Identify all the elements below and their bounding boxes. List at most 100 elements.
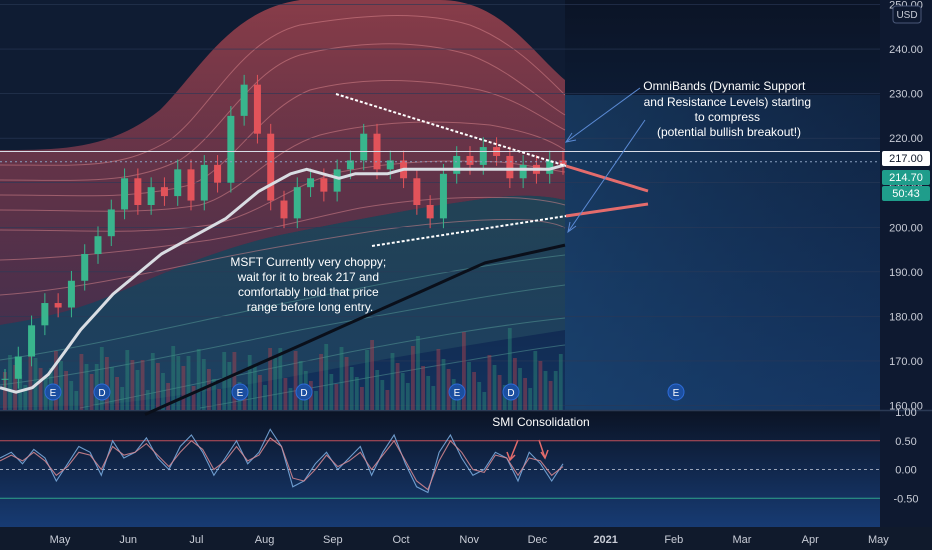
volume-bar (212, 379, 216, 410)
candle (320, 178, 328, 192)
volume-bar (247, 355, 252, 410)
last-price-text: 214.70 (889, 172, 923, 184)
earnings-marker-label: E (454, 388, 461, 399)
smi-annotation: SMI Consolidation (492, 415, 589, 429)
volume-bar (28, 348, 33, 410)
candle (94, 236, 102, 255)
volume-bar (360, 387, 364, 410)
volume-bars (3, 328, 563, 410)
future-region (565, 95, 880, 410)
earnings-marker-label: E (237, 388, 244, 399)
candle (506, 155, 514, 179)
triangle-upper-line (335, 93, 567, 167)
candle (1, 378, 9, 380)
osc-axis: 1.00 0.50 0.00 -0.50 (893, 407, 918, 505)
earnings-marker[interactable]: E (44, 383, 62, 401)
volume-bar (38, 368, 43, 410)
volume-bar (533, 351, 538, 410)
volume-bar (54, 351, 58, 410)
msft-line-1: MSFT Currently very choppy; (230, 255, 386, 269)
volume-bar (89, 374, 94, 410)
earnings-marker[interactable]: E (231, 383, 249, 401)
volume-bar (74, 391, 79, 410)
time-tick-label: Oct (392, 534, 409, 546)
osc-series (0, 428, 564, 494)
candle (134, 178, 142, 205)
candle (147, 187, 155, 205)
volume-bar (8, 355, 12, 410)
volume-bar (421, 366, 425, 410)
volume-bar (426, 376, 431, 410)
ma-50-line (0, 163, 566, 394)
volume-bar (487, 355, 492, 410)
candle (240, 84, 248, 116)
time-tick-label: Aug (255, 534, 275, 546)
time-axis: May Jun Jul Aug Sep Oct Nov Dec 2021 Feb Mar Apr May (50, 534, 890, 546)
osc-tick-label: 1.00 (895, 407, 916, 419)
omni-line-4: (potential bullish breakout!) (657, 125, 801, 139)
candle (426, 205, 434, 219)
ma-200-line (144, 243, 566, 416)
triangle-pattern (335, 93, 649, 247)
candle (67, 280, 75, 308)
volume-bar (293, 351, 298, 410)
candle (28, 325, 36, 357)
earnings-marker[interactable]: D (93, 383, 111, 401)
price-tick-label: 180.00 (889, 311, 923, 323)
volume-bar (416, 336, 420, 410)
time-tick-label: May (50, 534, 71, 546)
volume-bar (548, 381, 553, 410)
candle (413, 178, 421, 205)
candle (293, 187, 301, 219)
price-tick-label: 230.00 (889, 89, 923, 101)
last-price-tag: 214.70 50:43 (882, 170, 930, 201)
earnings-marker[interactable]: D (502, 383, 520, 401)
annotation-arrows (564, 87, 646, 234)
main-grid (0, 4, 880, 406)
currency-button[interactable]: USD (892, 5, 922, 24)
osc-tick-label: -0.50 (893, 493, 918, 505)
omniband-inner-area (0, 195, 565, 408)
volume-bar (227, 362, 232, 410)
time-tick-label: May (868, 534, 889, 546)
time-tick-label: Dec (528, 534, 548, 546)
volume-bar (278, 348, 283, 410)
candle (174, 169, 182, 197)
volume-bar (59, 361, 63, 410)
candle (267, 133, 275, 201)
candle (187, 169, 195, 201)
volume-bar (339, 347, 344, 410)
volume-bar (528, 388, 533, 410)
earnings-marker[interactable]: D (295, 383, 313, 401)
volume-bar (385, 390, 390, 410)
volume-bar (222, 352, 227, 410)
volume-bar (156, 363, 160, 410)
volume-bar (405, 383, 410, 410)
volume-bar (115, 377, 119, 410)
volume-bar (263, 385, 267, 410)
msft-line-3: comfortably hold that price (238, 285, 379, 299)
triangle-upper-projection (565, 164, 649, 193)
candle (121, 178, 129, 210)
volume-bar (492, 365, 497, 410)
volume-bar (344, 357, 349, 410)
candle (519, 164, 527, 179)
volume-bar (467, 362, 471, 410)
volume-bar (176, 356, 181, 410)
earnings-marker[interactable]: E (667, 383, 685, 401)
level-price-text: 217.00 (889, 153, 923, 165)
earnings-marker-label: D (98, 388, 105, 399)
volume-bar (324, 344, 329, 410)
candle (453, 155, 461, 174)
volume-bar (217, 389, 221, 410)
omniband-outer-upper (0, 0, 565, 150)
volume-bar (538, 361, 543, 410)
time-tick-label: Mar (733, 534, 752, 546)
candle (54, 303, 62, 308)
currency-label: USD (896, 10, 917, 21)
volume-bar (462, 332, 466, 410)
volume-bar (181, 366, 186, 410)
earnings-marker[interactable]: E (448, 383, 466, 401)
